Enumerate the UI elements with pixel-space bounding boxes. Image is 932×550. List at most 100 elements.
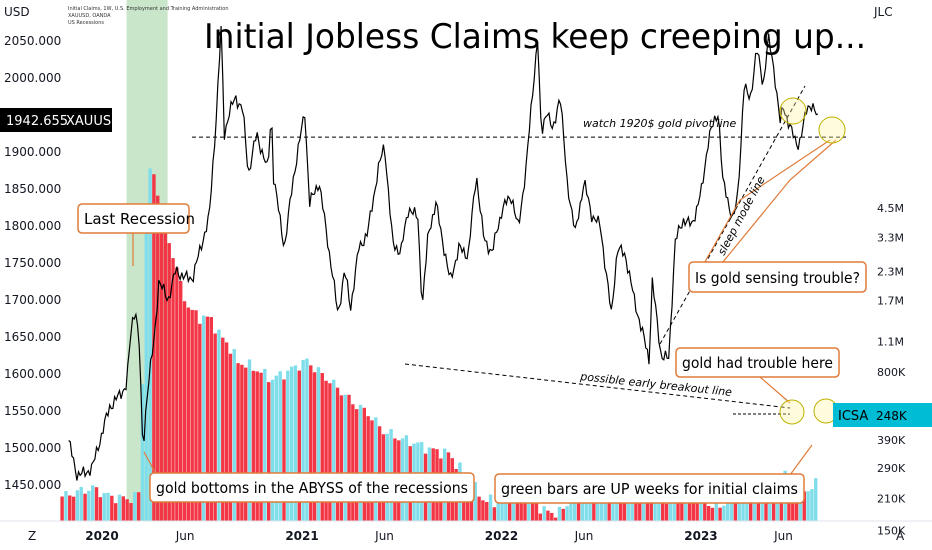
claims-bar bbox=[339, 395, 344, 521]
claims-bar bbox=[259, 372, 263, 521]
claims-bar bbox=[255, 371, 259, 521]
callout-last-recession: Last Recession bbox=[77, 203, 195, 234]
claims-bar bbox=[622, 491, 627, 521]
callout-pointer bbox=[688, 139, 831, 291]
claims-bar bbox=[270, 379, 275, 521]
claims-bar bbox=[806, 491, 810, 521]
claims-bar bbox=[60, 496, 64, 521]
time-axis[interactable]: 2020 Jun 2021 Jun 2022 Jun 2023 Jun bbox=[85, 529, 793, 543]
claims-bar bbox=[98, 497, 103, 521]
left-tick-label: 1700.000 bbox=[4, 293, 61, 307]
time-tick-label: Jun bbox=[175, 529, 195, 543]
claims-bar bbox=[305, 358, 309, 521]
gold-price-symbol: XAUUSD bbox=[66, 114, 121, 129]
claims-value-tag[interactable]: ICSA 248K bbox=[833, 403, 932, 427]
claims-bar bbox=[182, 301, 187, 521]
gold-price-tag[interactable]: 1942.655 XAUUSD bbox=[0, 108, 121, 132]
claims-bar bbox=[595, 488, 600, 521]
auto-scale-button[interactable]: A bbox=[896, 529, 905, 543]
gold-line-layer bbox=[68, 25, 819, 481]
left-tick-label: 1850.000 bbox=[4, 182, 61, 196]
claims-bar bbox=[676, 493, 680, 521]
claims-bar bbox=[201, 315, 206, 521]
claims-bar bbox=[485, 502, 489, 521]
claims-bar bbox=[366, 416, 370, 521]
callout-gold-trouble-text: gold had trouble here bbox=[682, 354, 833, 372]
claims-bar bbox=[293, 365, 298, 521]
claims-bar bbox=[263, 368, 267, 521]
right-tick-label: 3.3M bbox=[877, 231, 904, 244]
claims-value: 248K bbox=[876, 409, 908, 423]
claims-bar bbox=[129, 503, 133, 521]
right-tick-label: 4.5M bbox=[877, 202, 904, 215]
claims-bar bbox=[592, 492, 596, 521]
claims-bar bbox=[661, 497, 665, 521]
claims-bar bbox=[802, 491, 806, 521]
claims-bar bbox=[553, 517, 558, 521]
callout-green-bars-text: green bars are UP weeks for initial clai… bbox=[501, 480, 798, 498]
right-axis-unit: JLC bbox=[873, 5, 893, 19]
left-tick-label: 1650.000 bbox=[4, 330, 61, 344]
claims-bar bbox=[538, 513, 542, 521]
legend-line-recessions: US Recessions bbox=[68, 20, 104, 26]
left-tick-label: 1900.000 bbox=[4, 145, 61, 159]
highlight-circle bbox=[779, 399, 805, 425]
left-tick-label: 1750.000 bbox=[4, 256, 61, 270]
right-tick-label: 390K bbox=[877, 434, 906, 447]
claims-bar bbox=[641, 492, 646, 521]
claims-bar bbox=[722, 505, 726, 521]
claims-bar bbox=[343, 394, 347, 521]
claims-bar bbox=[534, 501, 539, 521]
claims-bar bbox=[347, 394, 351, 521]
zoom-reset-button[interactable]: Z bbox=[28, 529, 36, 543]
left-tick-label: 1800.000 bbox=[4, 219, 61, 233]
claims-bar bbox=[198, 323, 202, 521]
claims-bar bbox=[492, 507, 497, 521]
claims-bar bbox=[607, 489, 611, 521]
claims-bar bbox=[148, 168, 152, 522]
claims-bar bbox=[729, 491, 734, 521]
claims-bar bbox=[194, 310, 198, 521]
claims-bar bbox=[335, 387, 340, 521]
claims-bar bbox=[289, 366, 294, 521]
sleep-mode-line bbox=[659, 85, 806, 345]
claims-bar bbox=[737, 488, 741, 521]
claims-bar bbox=[638, 497, 642, 521]
claims-bar bbox=[64, 491, 68, 521]
claims-symbol: ICSA bbox=[838, 409, 868, 424]
legend-line-gold: XAUUSD, OANDA bbox=[68, 13, 111, 19]
claims-bar bbox=[695, 500, 699, 521]
claims-bar bbox=[374, 417, 378, 521]
claims-bar bbox=[121, 496, 126, 521]
claims-bar bbox=[278, 371, 282, 521]
claims-bar bbox=[324, 380, 328, 521]
left-tick-label: 1450.000 bbox=[4, 478, 61, 492]
claims-bar bbox=[469, 487, 474, 521]
claims-bar bbox=[186, 307, 191, 521]
claims-bar bbox=[106, 492, 110, 521]
left-tick-label: 1600.000 bbox=[4, 367, 61, 381]
callout-last-recession-text: Last Recession bbox=[84, 210, 195, 228]
time-tick-label: Jun bbox=[374, 529, 394, 543]
claims-bar bbox=[496, 503, 500, 521]
callout-gold-bottoms: gold bottoms in the ABYSS of the recessi… bbox=[149, 472, 475, 503]
left-axis[interactable]: USD 2050.0002000.0001950.0001900.0001850… bbox=[4, 5, 61, 492]
claims-bar bbox=[523, 497, 527, 521]
chart-title: Initial Jobless Claims keep creeping up.… bbox=[204, 17, 866, 57]
claims-bar bbox=[576, 497, 581, 521]
claims-bar bbox=[653, 499, 657, 521]
claims-bar bbox=[546, 510, 550, 521]
right-tick-label: 290K bbox=[877, 462, 906, 475]
claims-bar bbox=[213, 333, 217, 521]
claims-bar bbox=[221, 337, 225, 521]
claims-bar bbox=[814, 478, 818, 521]
gold-price-tag-bg bbox=[0, 108, 112, 132]
claims-bar bbox=[156, 195, 160, 521]
claims-bar bbox=[94, 487, 99, 521]
claims-bar bbox=[228, 353, 233, 521]
highlight-circle bbox=[779, 97, 807, 125]
time-tick-label: 2020 bbox=[85, 529, 118, 543]
claims-bar bbox=[309, 365, 313, 521]
claims-bar bbox=[171, 258, 175, 521]
